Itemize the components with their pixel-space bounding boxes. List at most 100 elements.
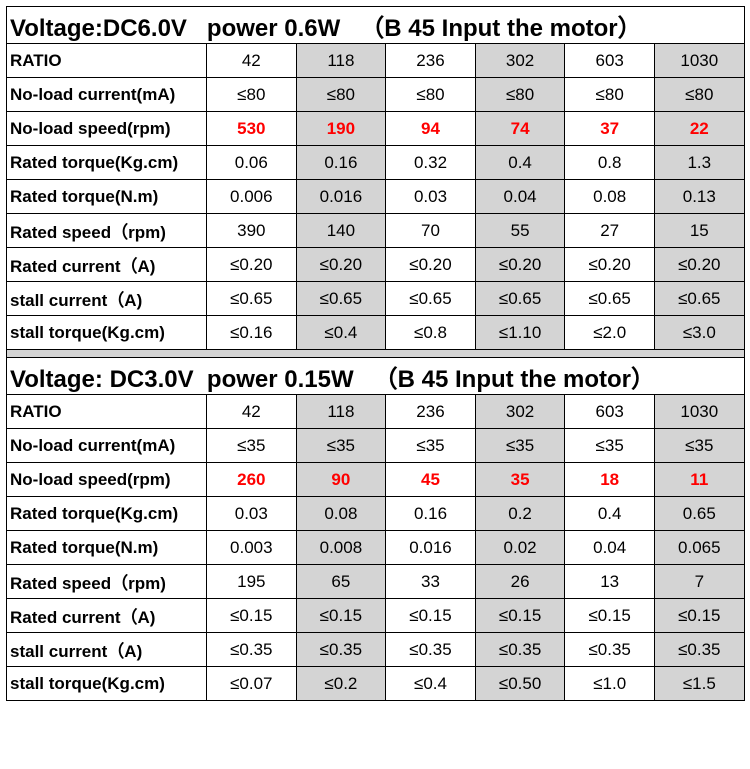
value-cell: 37: [564, 111, 655, 146]
value-cell: 33: [385, 564, 476, 599]
value-cell: ≤0.20: [564, 247, 655, 282]
value-cell: 530: [206, 111, 297, 146]
value-cell: 0.04: [474, 179, 566, 214]
row-label: Rated current（A): [6, 247, 207, 282]
value-cell: ≤3.0: [653, 315, 745, 350]
value-cell: ≤80: [295, 77, 387, 112]
value-cell: 0.13: [653, 179, 745, 214]
value-cell: 0.65: [653, 496, 745, 531]
row-label: RATIO: [6, 394, 207, 429]
value-cell: 1030: [653, 394, 745, 429]
value-cell: ≤0.65: [295, 281, 387, 316]
row-label: stall current（A): [6, 632, 207, 667]
value-cell: 0.8: [564, 145, 655, 180]
value-cell: ≤0.20: [295, 247, 387, 282]
value-cell: 1030: [653, 43, 745, 78]
value-cell: ≤1.10: [474, 315, 566, 350]
value-cell: ≤0.35: [564, 632, 655, 667]
value-cell: 45: [385, 462, 476, 497]
value-cell: 236: [385, 43, 476, 78]
value-cell: 603: [564, 394, 655, 429]
value-cell: 94: [385, 111, 476, 146]
table-row: stall current（A) ≤0.35 ≤0.35 ≤0.35 ≤0.35 ≤0.3…: [6, 632, 745, 667]
row-label: RATIO: [6, 43, 207, 78]
value-cell: 0.003: [206, 530, 297, 565]
value-cell: 140: [295, 213, 387, 248]
value-cell: 0.016: [295, 179, 387, 214]
value-cell: ≤0.4: [385, 666, 476, 701]
section-title-row: Voltage:DC6.0V power 0.6W （B 45 Input th…: [6, 6, 745, 44]
value-cell: 22: [653, 111, 745, 146]
value-cell: 0.4: [564, 496, 655, 531]
value-cell: 0.006: [206, 179, 297, 214]
value-cell: ≤80: [564, 77, 655, 112]
value-cell: ≤1.0: [564, 666, 655, 701]
spec-sheet: Voltage:DC6.0V power 0.6W （B 45 Input th…: [6, 6, 745, 701]
table-row: No-load current(mA) ≤35 ≤35 ≤35 ≤35 ≤35 ≤35: [6, 428, 745, 463]
row-label: Rated current（A): [6, 598, 207, 633]
value-cell: 26: [474, 564, 566, 599]
value-cell: 0.008: [295, 530, 387, 565]
row-label: No-load current(mA): [6, 77, 207, 112]
section-title: Voltage: DC3.0V power 0.15W （B 45 Input …: [6, 357, 745, 395]
table-row: RATIO 42 118 236 302 603 1030: [6, 43, 745, 78]
value-cell: 0.08: [564, 179, 655, 214]
value-cell: 7: [653, 564, 745, 599]
table-row: Rated current（A) ≤0.15 ≤0.15 ≤0.15 ≤0.15 ≤0.1…: [6, 598, 745, 633]
value-cell: 0.06: [206, 145, 297, 180]
value-cell: 42: [206, 43, 297, 78]
value-cell: 0.04: [564, 530, 655, 565]
value-cell: ≤0.65: [206, 281, 297, 316]
value-cell: ≤1.5: [653, 666, 745, 701]
value-cell: 0.065: [653, 530, 745, 565]
value-cell: 118: [295, 394, 387, 429]
value-cell: ≤0.15: [474, 598, 566, 633]
value-cell: 27: [564, 213, 655, 248]
value-cell: ≤80: [653, 77, 745, 112]
table-row: No-load speed(rpm) 530 190 94 74 37 22: [6, 111, 745, 146]
value-cell: ≤35: [295, 428, 387, 463]
value-cell: ≤0.20: [206, 247, 297, 282]
value-cell: 195: [206, 564, 297, 599]
value-cell: ≤0.35: [653, 632, 745, 667]
section-separator: [6, 349, 745, 358]
value-cell: 0.03: [385, 179, 476, 214]
value-cell: ≤0.65: [385, 281, 476, 316]
value-cell: ≤0.35: [295, 632, 387, 667]
value-cell: ≤0.16: [206, 315, 297, 350]
value-cell: ≤80: [385, 77, 476, 112]
value-cell: 11: [653, 462, 745, 497]
value-cell: 302: [474, 394, 566, 429]
table-row: Rated current（A) ≤0.20 ≤0.20 ≤0.20 ≤0.20 ≤0.2…: [6, 247, 745, 282]
value-cell: 65: [295, 564, 387, 599]
value-cell: ≤35: [653, 428, 745, 463]
value-cell: 1.3: [653, 145, 745, 180]
row-label: Rated speed（rpm): [6, 564, 207, 599]
value-cell: ≤0.20: [653, 247, 745, 282]
value-cell: ≤0.65: [653, 281, 745, 316]
table-row: Rated torque(Kg.cm) 0.06 0.16 0.32 0.4 0.8 1.3: [6, 145, 745, 180]
table-row: No-load speed(rpm) 260 90 45 35 18 11: [6, 462, 745, 497]
value-cell: ≤0.8: [385, 315, 476, 350]
value-cell: ≤0.4: [295, 315, 387, 350]
value-cell: ≤35: [564, 428, 655, 463]
value-cell: 0.16: [385, 496, 476, 531]
value-cell: 302: [474, 43, 566, 78]
table-row: stall torque(Kg.cm) ≤0.07 ≤0.2 ≤0.4 ≤0.50 ≤1.…: [6, 666, 745, 701]
value-cell: ≤80: [474, 77, 566, 112]
table-row: Rated torque(N.m) 0.003 0.008 0.016 0.02 0.04…: [6, 530, 745, 565]
table-row: Rated torque(Kg.cm) 0.03 0.08 0.16 0.2 0.4 0.6…: [6, 496, 745, 531]
value-cell: 90: [295, 462, 387, 497]
value-cell: ≤0.50: [474, 666, 566, 701]
value-cell: 260: [206, 462, 297, 497]
value-cell: ≤0.15: [206, 598, 297, 633]
value-cell: ≤0.2: [295, 666, 387, 701]
row-label: Rated speed（rpm): [6, 213, 207, 248]
table-row: Rated speed（rpm) 390 140 70 55 27 15: [6, 213, 745, 248]
value-cell: ≤0.35: [385, 632, 476, 667]
value-cell: ≤35: [385, 428, 476, 463]
table-row: stall torque(Kg.cm) ≤0.16 ≤0.4 ≤0.8 ≤1.10 ≤2.…: [6, 315, 745, 350]
value-cell: 55: [474, 213, 566, 248]
value-cell: 42: [206, 394, 297, 429]
value-cell: 190: [295, 111, 387, 146]
